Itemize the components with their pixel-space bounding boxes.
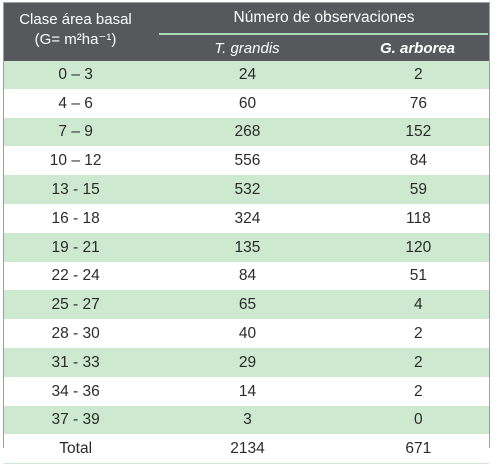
table-row: 7 – 9 268 152 [4, 118, 489, 148]
table-header: Clase área basal (G= m²ha⁻¹) Número de o… [4, 3, 489, 61]
data-table: Clase área basal (G= m²ha⁻¹) Número de o… [3, 2, 490, 464]
t-grandis-cell: 135 [147, 233, 348, 263]
class-cell: 28 - 30 [4, 319, 148, 349]
table-row: 22 - 24 84 51 [4, 262, 489, 292]
t-grandis-cell: 556 [147, 146, 348, 177]
g-arborea-cell: 2 [347, 377, 489, 407]
t-grandis-cell: 3 [147, 406, 348, 436]
g-arborea-cell: 2 [347, 348, 489, 378]
class-cell: 10 – 12 [4, 146, 148, 177]
table-row: 25 - 27 65 4 [4, 290, 489, 321]
g-arborea-cell: 152 [347, 118, 489, 148]
t-grandis-cell: 268 [147, 118, 348, 148]
class-cell: 0 – 3 [4, 61, 148, 90]
t-grandis-cell: 84 [147, 262, 348, 292]
g-arborea-cell: 51 [347, 262, 489, 292]
t-grandis-column-header: T. grandis [214, 40, 280, 57]
class-cell: 19 - 21 [4, 233, 148, 263]
table-body: 0 – 3 24 2 4 – 6 60 76 7 – 9 268 152 10 … [4, 61, 489, 464]
table-row: 0 – 3 24 2 [4, 61, 489, 90]
g-arborea-cell: 2 [347, 319, 489, 349]
g-arborea-cell: 4 [347, 290, 489, 321]
table-row: 28 - 30 40 2 [4, 319, 489, 349]
t-grandis-cell: 532 [147, 175, 348, 205]
g-arborea-cell: 120 [347, 233, 489, 263]
g-arborea-cell: 84 [347, 146, 489, 177]
class-cell: 37 - 39 [4, 406, 148, 436]
table-row: 13 - 15 532 59 [4, 175, 489, 205]
g-arborea-cell: 59 [347, 175, 489, 205]
table-row: 10 – 12 556 84 [4, 146, 489, 177]
g-arborea-cell: 118 [347, 204, 489, 234]
g-arborea-cell: 2 [347, 61, 489, 90]
class-cell: 25 - 27 [4, 290, 148, 321]
t-grandis-cell: 14 [147, 377, 348, 407]
t-grandis-cell: 324 [147, 204, 348, 234]
t-grandis-cell: 65 [147, 290, 348, 321]
class-cell: 22 - 24 [4, 262, 148, 292]
g-arborea-cell: 76 [347, 89, 489, 119]
t-grandis-total-cell: 2134 [147, 434, 348, 464]
table-row: 31 - 33 29 2 [4, 348, 489, 378]
class-header-line2: (G= m²ha⁻¹) [34, 31, 117, 48]
total-row: Total 2134 671 [4, 434, 489, 464]
table-row: 19 - 21 135 120 [4, 233, 489, 263]
t-grandis-cell: 40 [147, 319, 348, 349]
t-grandis-cell: 24 [147, 61, 348, 90]
t-grandis-cell: 60 [147, 89, 348, 119]
table-row: 4 – 6 60 76 [4, 89, 489, 119]
class-cell: 4 – 6 [4, 89, 148, 119]
table-row: 16 - 18 324 118 [4, 204, 489, 234]
class-cell: 13 - 15 [4, 175, 148, 205]
g-arborea-cell: 0 [347, 406, 489, 436]
t-grandis-cell: 29 [147, 348, 348, 378]
observations-group-header: Número de observaciones [233, 9, 415, 26]
total-label-cell: Total [4, 434, 148, 464]
class-cell: 31 - 33 [4, 348, 148, 378]
g-arborea-column-header: G. arborea [379, 40, 456, 57]
table-row: 34 - 36 14 2 [4, 377, 489, 407]
class-cell: 7 – 9 [4, 118, 148, 148]
table-row: 37 - 39 3 0 [4, 406, 489, 436]
group-header-rule [159, 33, 488, 35]
g-arborea-total-cell: 671 [347, 434, 489, 464]
class-cell: 16 - 18 [4, 204, 148, 234]
class-cell: 34 - 36 [4, 377, 148, 407]
class-header-line1: Clase área basal [19, 11, 132, 28]
class-column-header: Clase área basal (G= m²ha⁻¹) [4, 3, 147, 61]
